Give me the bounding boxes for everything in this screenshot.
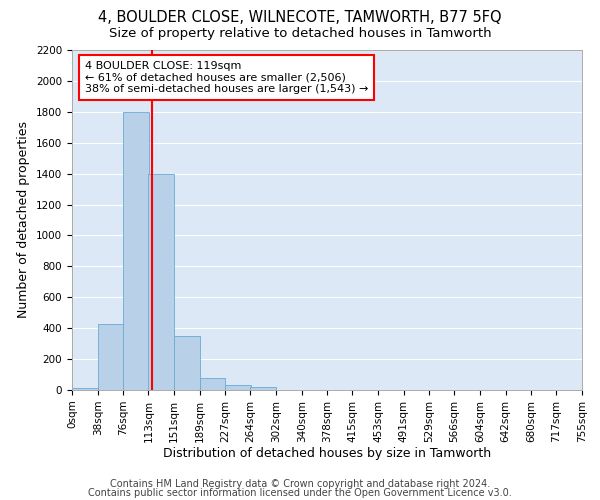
X-axis label: Distribution of detached houses by size in Tamworth: Distribution of detached houses by size … xyxy=(163,448,491,460)
Bar xyxy=(174,336,200,390)
Text: Contains public sector information licensed under the Open Government Licence v3: Contains public sector information licen… xyxy=(88,488,512,498)
Bar xyxy=(250,387,276,390)
Text: Size of property relative to detached houses in Tamworth: Size of property relative to detached ho… xyxy=(109,28,491,40)
Text: 4, BOULDER CLOSE, WILNECOTE, TAMWORTH, B77 5FQ: 4, BOULDER CLOSE, WILNECOTE, TAMWORTH, B… xyxy=(98,10,502,25)
Text: 4 BOULDER CLOSE: 119sqm
← 61% of detached houses are smaller (2,506)
38% of semi: 4 BOULDER CLOSE: 119sqm ← 61% of detache… xyxy=(85,61,368,94)
Bar xyxy=(72,388,98,390)
Bar xyxy=(124,112,149,390)
Y-axis label: Number of detached properties: Number of detached properties xyxy=(17,122,31,318)
Bar xyxy=(226,384,251,390)
Bar xyxy=(200,378,226,390)
Text: Contains HM Land Registry data © Crown copyright and database right 2024.: Contains HM Land Registry data © Crown c… xyxy=(110,479,490,489)
Bar xyxy=(148,174,174,390)
Bar xyxy=(98,324,124,390)
